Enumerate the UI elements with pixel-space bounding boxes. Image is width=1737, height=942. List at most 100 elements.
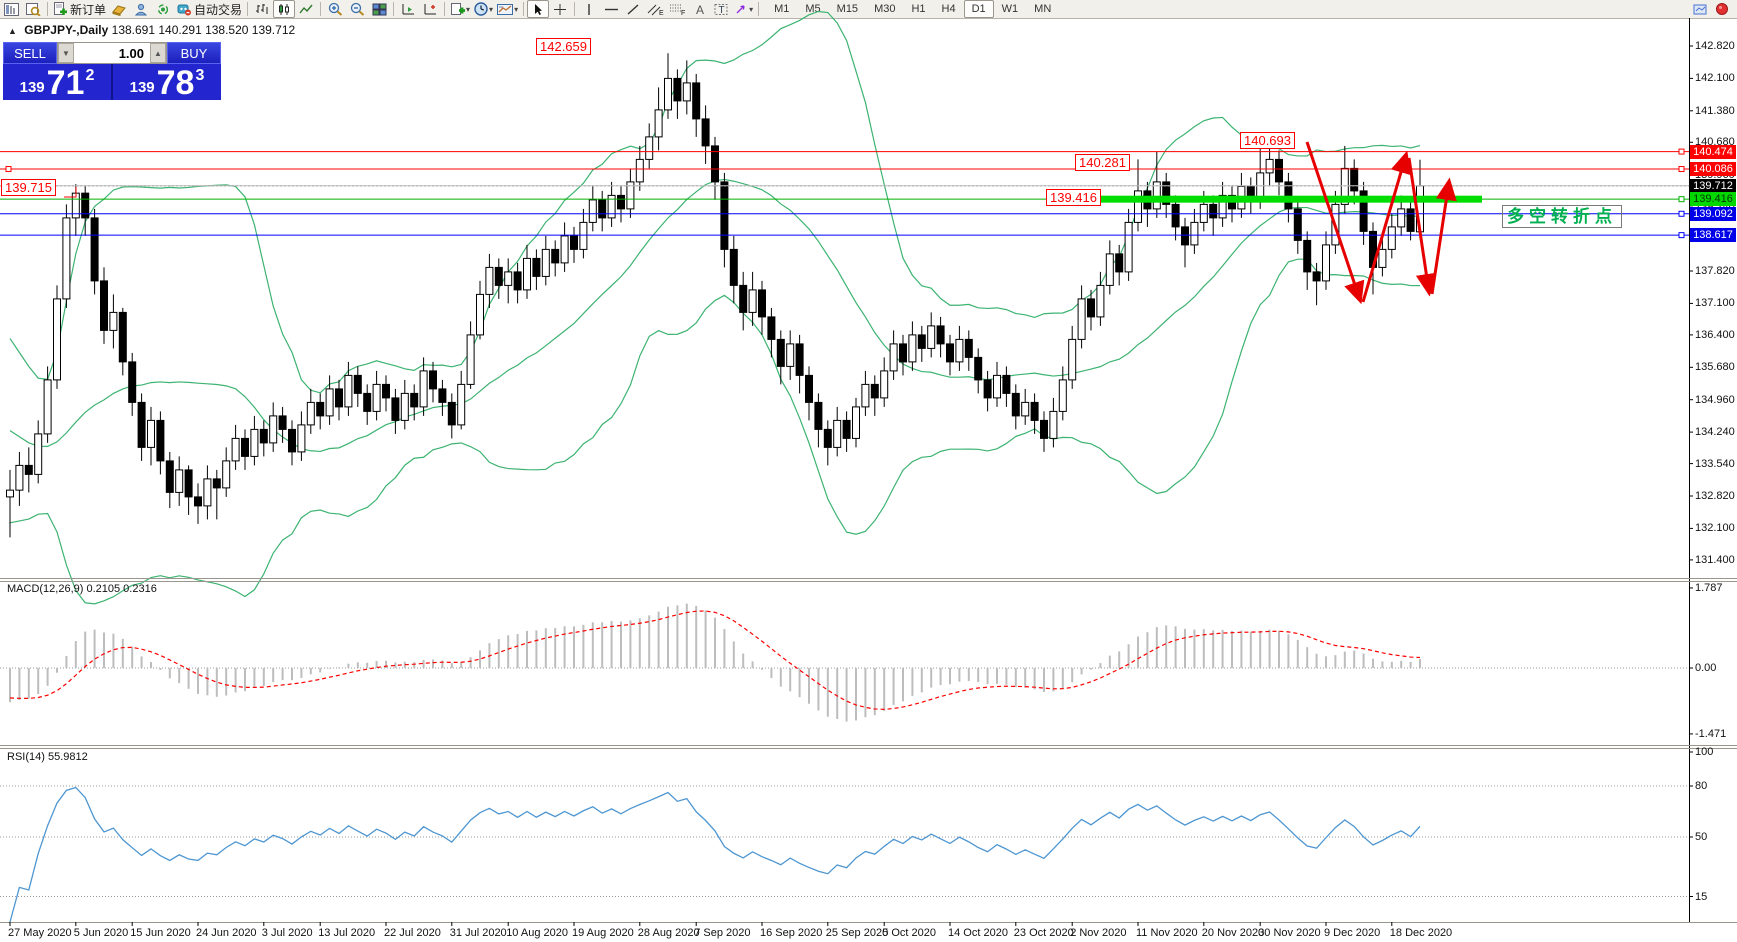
date-tick-label: 9 Dec 2020 <box>1324 927 1381 939</box>
periods-caret-icon: ▾ <box>489 4 494 14</box>
volume-increase-button[interactable]: ▲ <box>150 43 166 63</box>
sell-price-pip: 2 <box>85 67 95 84</box>
signals-button[interactable] <box>152 0 174 18</box>
periods-clock-icon <box>474 2 488 16</box>
svg-text:E: E <box>659 10 664 16</box>
horizontal-line-tool-button[interactable] <box>600 0 622 18</box>
cursor-icon <box>535 3 543 15</box>
price-callout-label[interactable]: 140.693 <box>1240 132 1295 149</box>
timeframe-m15-button[interactable]: M15 <box>836 3 859 15</box>
price-callout-label[interactable]: 142.659 <box>536 38 591 55</box>
macd-values: 0.2105 0.2316 <box>86 583 157 595</box>
new-chart-button[interactable] <box>0 0 22 18</box>
price-tick-label: 132.820 <box>1695 490 1735 502</box>
volume-stepper: ▼ 1.00 ▲ <box>57 42 167 64</box>
text-tool-button[interactable]: A <box>688 0 710 18</box>
date-tick-label: 5 Jun 2020 <box>73 927 129 939</box>
volume-decrease-button[interactable]: ▼ <box>58 43 74 63</box>
profiles-icon <box>25 2 41 16</box>
macd-tick-label: 1.787 <box>1695 581 1723 594</box>
buy-price-big: 78 <box>156 64 195 102</box>
timeframe-h4-button[interactable]: H4 <box>941 3 956 15</box>
autotrading-icon <box>177 4 192 15</box>
turning-point-annotation[interactable]: 多空转折点 <box>1502 205 1622 228</box>
sell-button[interactable]: SELL <box>3 42 57 64</box>
candlestick-series <box>6 53 1424 538</box>
timeframe-m1-button[interactable]: M1 <box>774 3 790 15</box>
autotrading-button[interactable]: 自动交易 <box>174 0 244 18</box>
price-level-badge: 140.086 <box>1690 162 1736 177</box>
crosshair-tool-button[interactable] <box>549 0 571 18</box>
date-tick-label: 27 May 2020 <box>8 927 72 939</box>
indicators-button[interactable]: ▾ <box>448 0 472 18</box>
price-tick-label: 134.960 <box>1695 393 1735 406</box>
timeframe-mn-button[interactable]: MN <box>1034 3 1052 15</box>
price-tick-label: 142.100 <box>1695 72 1735 85</box>
buy-price-display[interactable]: 139 78 3 <box>113 64 221 100</box>
price-callout-label[interactable]: 140.281 <box>1075 154 1130 171</box>
rsi-tick-label: 15 <box>1695 890 1708 903</box>
deposit-button[interactable] <box>108 0 130 18</box>
candlestick-mode-button[interactable] <box>273 0 296 18</box>
one-click-panel-title: ▲ GBPJPY-,Daily 138.691 140.291 138.520 … <box>8 23 295 37</box>
collapse-panel-icon[interactable]: ▲ <box>8 26 17 36</box>
price-level-badge: 139.416 <box>1690 192 1736 207</box>
arrows-caret-icon: ▾ <box>749 4 754 14</box>
trendline-tool-button[interactable] <box>622 0 644 18</box>
chart-shift-icon <box>424 3 436 14</box>
auto-scroll-button[interactable] <box>397 0 419 18</box>
price-callout-label[interactable]: 139.416 <box>1046 189 1101 206</box>
periods-button[interactable]: ▾ <box>472 0 495 18</box>
tile-windows-button[interactable] <box>368 0 390 18</box>
fibonacci-tool-button[interactable]: F <box>666 0 688 18</box>
templates-button[interactable]: ▾ <box>495 0 520 18</box>
date-tick-label: 14 Oct 2020 <box>948 927 1008 939</box>
date-tick-label: 7 Sep 2020 <box>694 927 751 939</box>
crosshair-icon <box>554 3 567 15</box>
community-button[interactable] <box>130 0 152 18</box>
vertical-line-tool-button[interactable] <box>578 0 600 18</box>
text-label-tool-button[interactable]: T <box>710 0 732 18</box>
red-trend-arrows[interactable] <box>1305 141 1457 305</box>
arrows-tool-button[interactable]: ▾ <box>732 0 755 18</box>
profiles-button[interactable] <box>22 0 44 18</box>
price-callout-label[interactable]: 139.715 <box>1 179 56 196</box>
channel-tool-button[interactable]: E <box>644 0 666 18</box>
timeframe-h1-button[interactable]: H1 <box>911 3 926 15</box>
rsi-window-label: RSI(14) 55.9812 <box>7 751 88 763</box>
zoom-out-icon <box>350 2 364 16</box>
price-tick-label: 131.400 <box>1695 553 1735 566</box>
cursor-tool-button[interactable] <box>527 0 550 18</box>
misc-annotations <box>64 187 77 198</box>
timeframe-m30-button[interactable]: M30 <box>874 3 896 15</box>
horizontal-level-lines[interactable] <box>0 148 1689 239</box>
zoom-in-button[interactable] <box>324 0 346 18</box>
rsi-name: RSI(14) <box>7 751 45 763</box>
timeframe-w1-button[interactable]: W1 <box>1001 3 1019 15</box>
new-order-button[interactable]: 新订单 <box>51 0 108 18</box>
zoom-out-button[interactable] <box>346 0 368 18</box>
toolbar-separator <box>758 2 760 16</box>
timeframe-d1-button[interactable]: D1 <box>963 0 994 18</box>
mini-chart-button[interactable] <box>1689 0 1711 18</box>
bar-chart-mode-button[interactable] <box>251 0 273 18</box>
price-tick-label: 133.540 <box>1695 457 1735 470</box>
chart-shift-button[interactable] <box>419 0 441 18</box>
date-tick-label: 11 Nov 2020 <box>1136 927 1198 939</box>
sell-price-big: 71 <box>46 64 85 102</box>
volume-input[interactable]: 1.00 <box>74 43 150 63</box>
price-tick-label: 134.240 <box>1695 426 1735 439</box>
toolbar-separator <box>523 2 525 16</box>
price-tick-label: 136.400 <box>1695 328 1735 341</box>
tile-windows-icon <box>372 3 387 15</box>
mini-chart-icon <box>1693 4 1707 14</box>
date-tick-label: 19 Aug 2020 <box>572 927 634 939</box>
buy-button[interactable]: BUY <box>167 42 221 64</box>
price-level-badge: 139.712 <box>1690 178 1736 193</box>
record-button[interactable] <box>1711 0 1733 18</box>
toolbar-separator <box>247 2 249 16</box>
sell-price-display[interactable]: 139 71 2 <box>3 64 113 100</box>
line-chart-mode-button[interactable] <box>295 0 317 18</box>
